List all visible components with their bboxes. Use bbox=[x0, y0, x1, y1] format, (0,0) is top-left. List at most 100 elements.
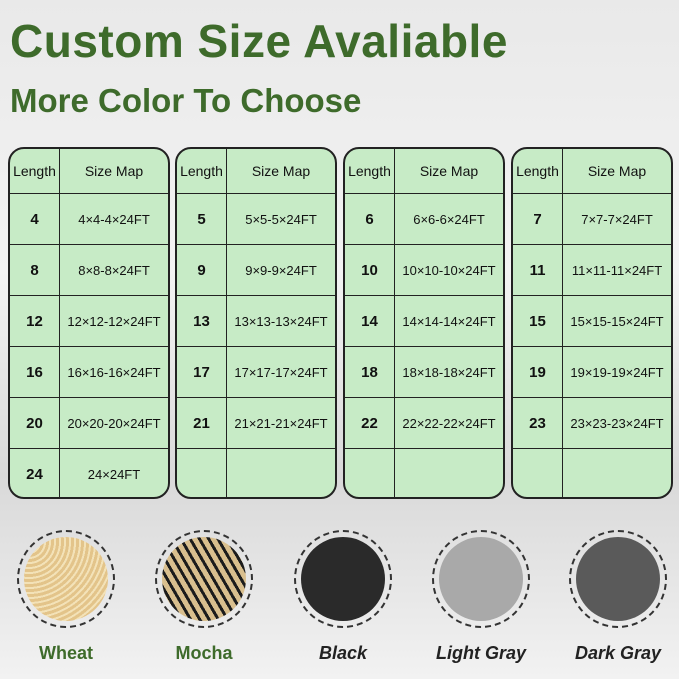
header-size-map: Size Map bbox=[419, 163, 479, 179]
size-cell bbox=[227, 449, 335, 497]
size-cell: 18×18-18×24FT bbox=[402, 364, 496, 380]
table-row: 8 8×8-8×24FT bbox=[10, 245, 168, 296]
size-table: Length Size Map 7 7×7-7×24FT 11 11×11-11×24FT… bbox=[511, 147, 673, 499]
size-cell: 4×4-4×24FT bbox=[78, 211, 150, 227]
table-row: 24 24×24FT bbox=[10, 449, 168, 497]
size-cell: 22×22-22×24FT bbox=[402, 415, 496, 431]
headline: Custom Size Avaliable bbox=[10, 15, 508, 67]
color-label: Dark Gray bbox=[574, 643, 662, 663]
length-cell: 19 bbox=[513, 347, 563, 397]
length-cell: 6 bbox=[345, 194, 395, 244]
table-row: 6 6×6-6×24FT bbox=[345, 194, 503, 245]
length-cell: 23 bbox=[513, 398, 563, 448]
swatch-texture bbox=[576, 537, 660, 621]
table-row: 19 19×19-19×24FT bbox=[513, 347, 671, 398]
table-row bbox=[177, 449, 335, 497]
table-row: 13 13×13-13×24FT bbox=[177, 296, 335, 347]
length-cell bbox=[177, 449, 227, 497]
size-cell: 17×17-17×24FT bbox=[234, 364, 328, 380]
color-label: Mocha bbox=[175, 643, 233, 663]
size-table: Length Size Map 4 4×4-4×24FT 8 8×8-8×24FT 12 12… bbox=[8, 147, 170, 499]
swatch-mocha bbox=[155, 530, 253, 628]
size-cell: 19×19-19×24FT bbox=[570, 364, 664, 380]
length-cell: 13 bbox=[177, 296, 227, 346]
length-cell: 7 bbox=[513, 194, 563, 244]
table-row: 18 18×18-18×24FT bbox=[345, 347, 503, 398]
size-cell: 15×15-15×24FT bbox=[570, 313, 664, 329]
length-cell: 10 bbox=[345, 245, 395, 295]
table-row: 20 20×20-20×24FT bbox=[10, 398, 168, 449]
size-cell: 16×16-16×24FT bbox=[67, 364, 161, 380]
table-row: 10 10×10-10×24FT bbox=[345, 245, 503, 296]
size-cell: 23×23-23×24FT bbox=[570, 415, 664, 431]
header-length: Length bbox=[345, 149, 395, 193]
size-cell: 11×11-11×24FT bbox=[571, 262, 663, 278]
length-cell: 20 bbox=[10, 398, 60, 448]
length-cell: 5 bbox=[177, 194, 227, 244]
table-row: 4 4×4-4×24FT bbox=[10, 194, 168, 245]
length-cell: 17 bbox=[177, 347, 227, 397]
header-length: Length bbox=[10, 149, 60, 193]
size-cell bbox=[563, 449, 671, 497]
swatch-dark-gray bbox=[569, 530, 667, 628]
table-header: Length Size Map bbox=[10, 149, 168, 194]
size-table: Length Size Map 5 5×5-5×24FT 9 9×9-9×24FT 13 13… bbox=[175, 147, 337, 499]
size-cell: 9×9-9×24FT bbox=[245, 262, 317, 278]
length-cell: 16 bbox=[10, 347, 60, 397]
table-row: 12 12×12-12×24FT bbox=[10, 296, 168, 347]
size-table: Length Size Map 6 6×6-6×24FT 10 10×10-10×24FT… bbox=[343, 147, 505, 499]
size-cell: 12×12-12×24FT bbox=[67, 313, 161, 329]
table-row bbox=[513, 449, 671, 497]
length-cell: 14 bbox=[345, 296, 395, 346]
header-size-map: Size Map bbox=[251, 163, 311, 179]
length-cell: 22 bbox=[345, 398, 395, 448]
swatch-texture bbox=[24, 537, 108, 621]
length-cell: 8 bbox=[10, 245, 60, 295]
size-cell: 7×7-7×24FT bbox=[581, 211, 653, 227]
table-row: 17 17×17-17×24FT bbox=[177, 347, 335, 398]
swatch-light-gray bbox=[432, 530, 530, 628]
table-header: Length Size Map bbox=[177, 149, 335, 194]
size-cell: 6×6-6×24FT bbox=[413, 211, 485, 227]
table-row: 21 21×21-21×24FT bbox=[177, 398, 335, 449]
size-cell: 13×13-13×24FT bbox=[234, 313, 328, 329]
header-size-map: Size Map bbox=[84, 163, 144, 179]
table-row: 14 14×14-14×24FT bbox=[345, 296, 503, 347]
subheadline: More Color To Choose bbox=[10, 82, 362, 119]
size-cell: 14×14-14×24FT bbox=[402, 313, 496, 329]
color-label: Black bbox=[318, 643, 368, 663]
length-cell: 12 bbox=[10, 296, 60, 346]
length-cell: 15 bbox=[513, 296, 563, 346]
table-row: 22 22×22-22×24FT bbox=[345, 398, 503, 449]
length-cell: 11 bbox=[513, 245, 563, 295]
length-cell: 9 bbox=[177, 245, 227, 295]
table-row: 7 7×7-7×24FT bbox=[513, 194, 671, 245]
header-length: Length bbox=[177, 149, 227, 193]
swatch-texture bbox=[301, 537, 385, 621]
table-header: Length Size Map bbox=[345, 149, 503, 194]
size-cell: 21×21-21×24FT bbox=[234, 415, 328, 431]
size-cell: 10×10-10×24FT bbox=[402, 262, 496, 278]
table-row: 5 5×5-5×24FT bbox=[177, 194, 335, 245]
size-cell bbox=[395, 449, 503, 497]
header-length: Length bbox=[513, 149, 563, 193]
swatch-texture bbox=[439, 537, 523, 621]
size-cell: 24×24FT bbox=[87, 467, 141, 482]
table-row: 11 11×11-11×24FT bbox=[513, 245, 671, 296]
color-label: Light Gray bbox=[435, 643, 526, 663]
length-cell: 24 bbox=[10, 449, 60, 497]
color-label: Wheat bbox=[39, 643, 93, 663]
header-size-map: Size Map bbox=[587, 163, 647, 179]
length-cell: 21 bbox=[177, 398, 227, 448]
swatch-texture bbox=[162, 537, 246, 621]
size-cell: 5×5-5×24FT bbox=[245, 211, 317, 227]
table-row: 15 15×15-15×24FT bbox=[513, 296, 671, 347]
table-row: 16 16×16-16×24FT bbox=[10, 347, 168, 398]
size-cell: 20×20-20×24FT bbox=[67, 415, 161, 431]
swatch-black bbox=[294, 530, 392, 628]
table-header: Length Size Map bbox=[513, 149, 671, 194]
size-cell: 8×8-8×24FT bbox=[78, 262, 150, 278]
table-row: 9 9×9-9×24FT bbox=[177, 245, 335, 296]
table-row: 23 23×23-23×24FT bbox=[513, 398, 671, 449]
length-cell: 18 bbox=[345, 347, 395, 397]
